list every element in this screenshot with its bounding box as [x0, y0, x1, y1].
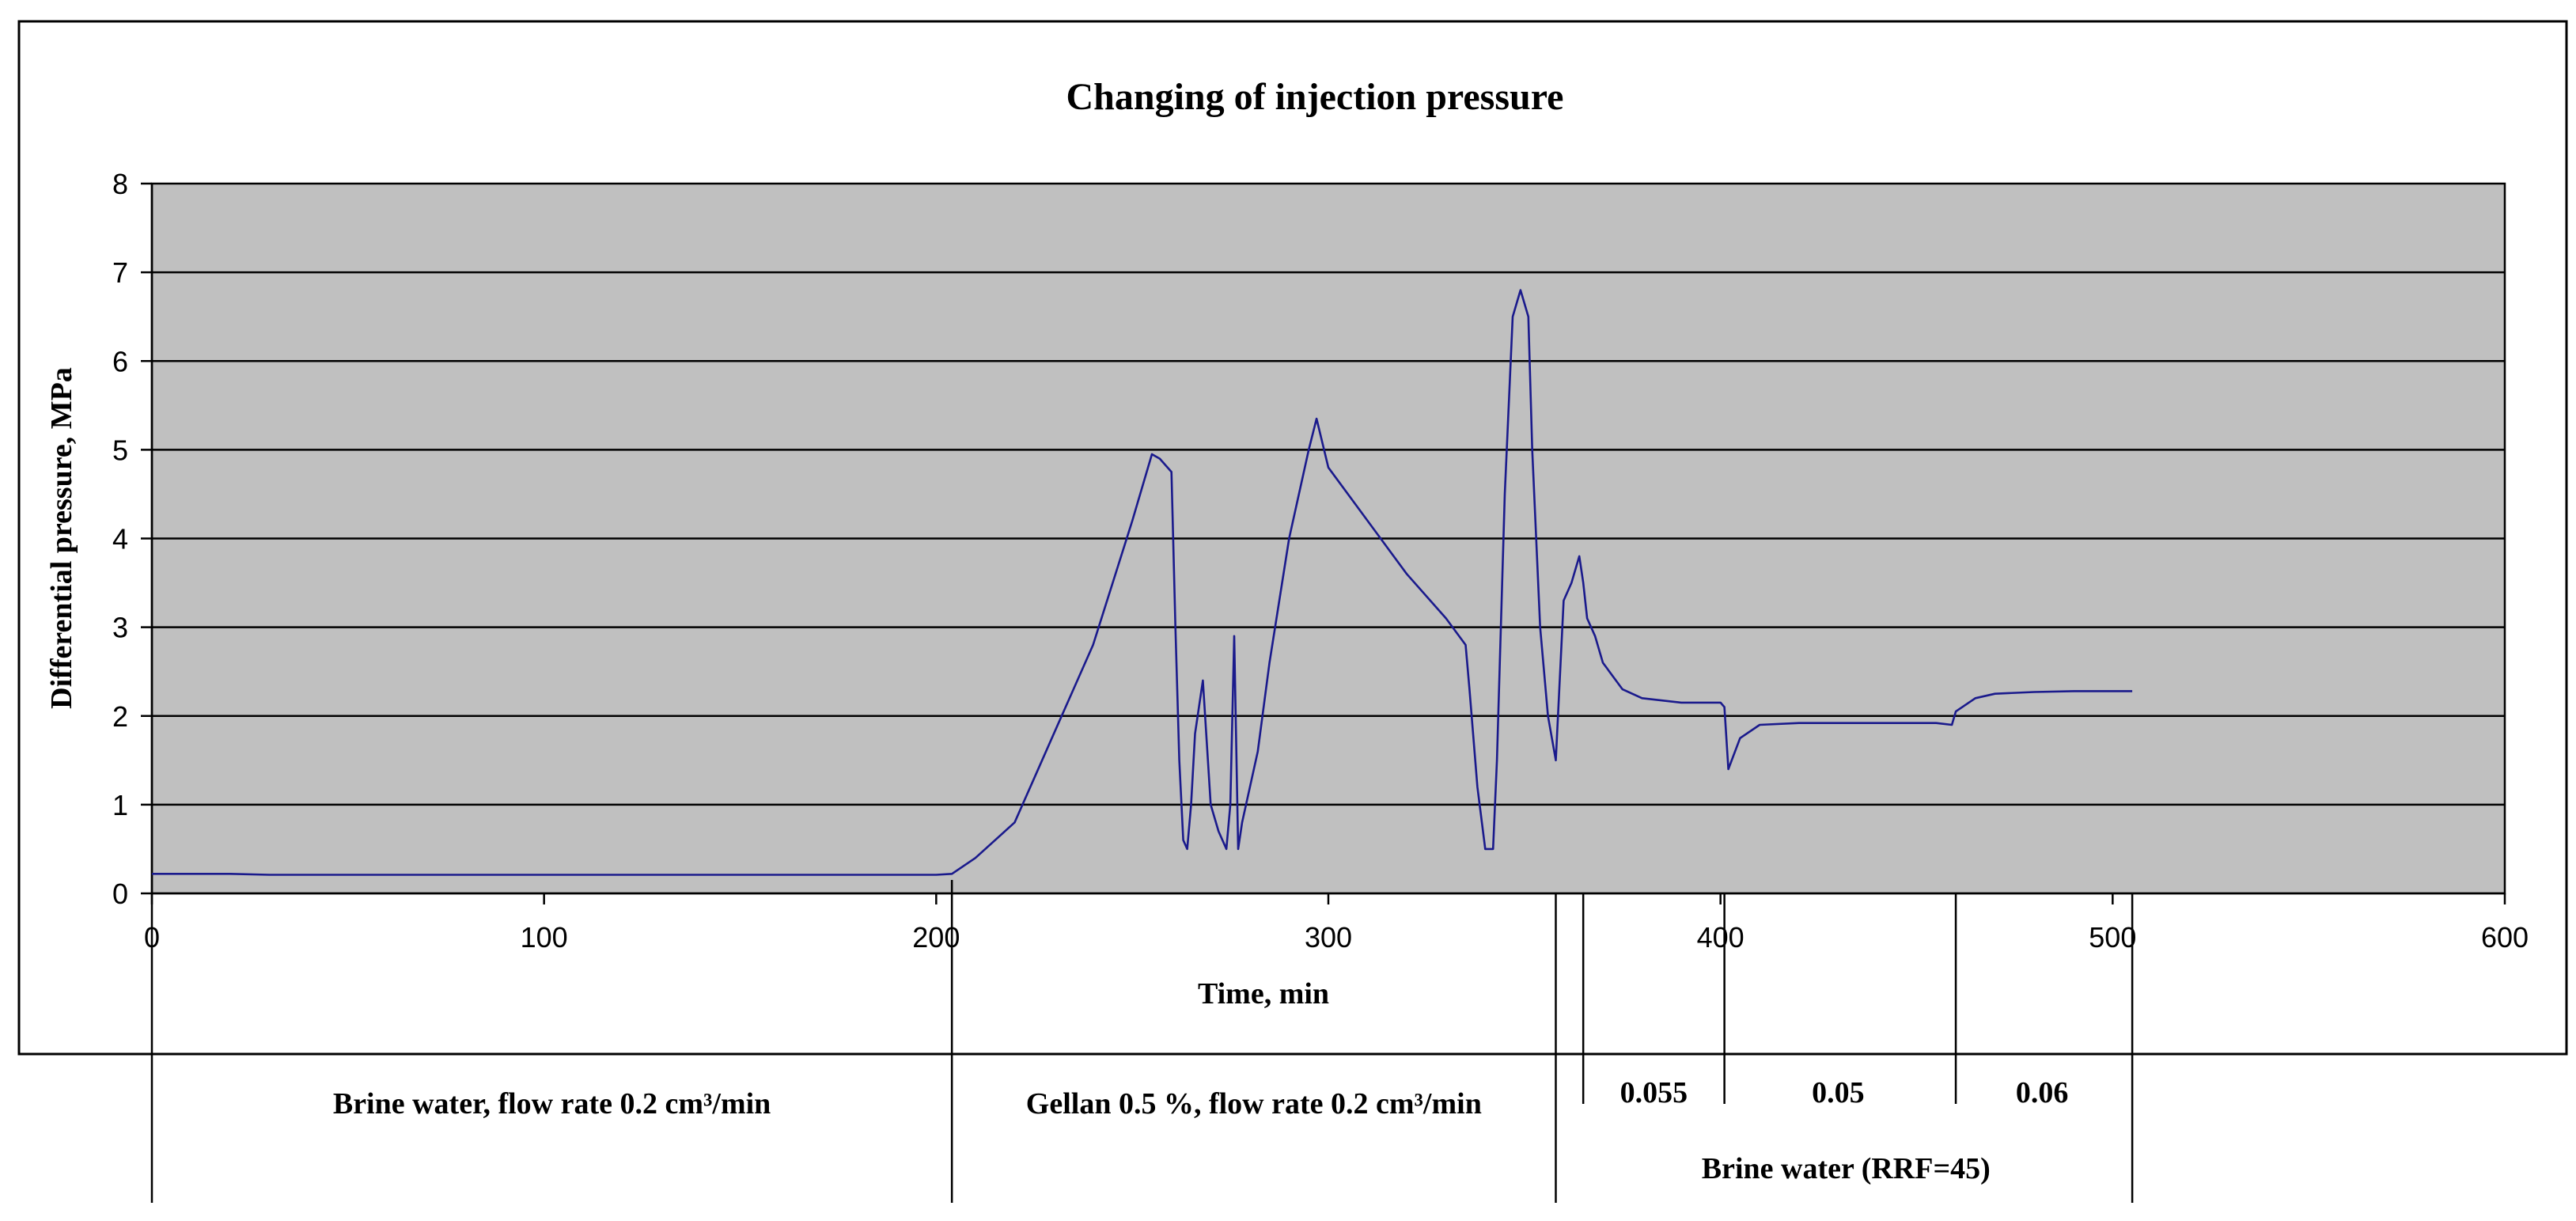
- y-tick-label-7: 7: [112, 256, 128, 289]
- series-line-0: [152, 289, 2133, 876]
- axes: [150, 184, 2505, 895]
- x-tick-label-500: 500: [2089, 921, 2136, 954]
- annotation-brine-1: Brine water, flow rate 0.2 cm³/min: [333, 1087, 771, 1121]
- y-tick-label-4: 4: [112, 523, 128, 556]
- annotation-brine-rrf: Brine water (RRF=45): [1702, 1152, 1991, 1185]
- y-tick-label-5: 5: [112, 434, 128, 466]
- y-tick-label-8: 8: [112, 168, 128, 200]
- x-tick-label-100: 100: [521, 921, 568, 954]
- gridlines: [141, 182, 2506, 904]
- phase-annotations: Brine water, flow rate 0.2 cm³/min Gellan…: [150, 880, 2134, 1203]
- x-tick-label-400: 400: [1697, 921, 1744, 954]
- y-tick-label-6: 6: [112, 345, 128, 377]
- annotation-rate-005: 0.05: [1812, 1076, 1865, 1109]
- y-tick-label-0: 0: [112, 878, 128, 910]
- annotation-gellan: Gellan 0.5 %, flow rate 0.2 cm³/min: [1026, 1087, 1482, 1121]
- x-tick-label-600: 600: [2481, 921, 2529, 954]
- y-tick-label-2: 2: [112, 700, 128, 733]
- x-tick-label-300: 300: [1305, 921, 1352, 954]
- x-axis-title: Time, min: [1198, 977, 1329, 1011]
- y-axis-title: Differential pressure, MPa: [45, 367, 78, 709]
- y-tick-label-1: 1: [112, 789, 128, 821]
- annotation-rate-006: 0.06: [2016, 1076, 2069, 1109]
- annotation-rate-0055: 0.055: [1620, 1076, 1688, 1109]
- series-layer: [152, 289, 2133, 876]
- y-tick-label-3: 3: [112, 612, 128, 644]
- chart-title: Changing of injection pressure: [1066, 76, 1564, 118]
